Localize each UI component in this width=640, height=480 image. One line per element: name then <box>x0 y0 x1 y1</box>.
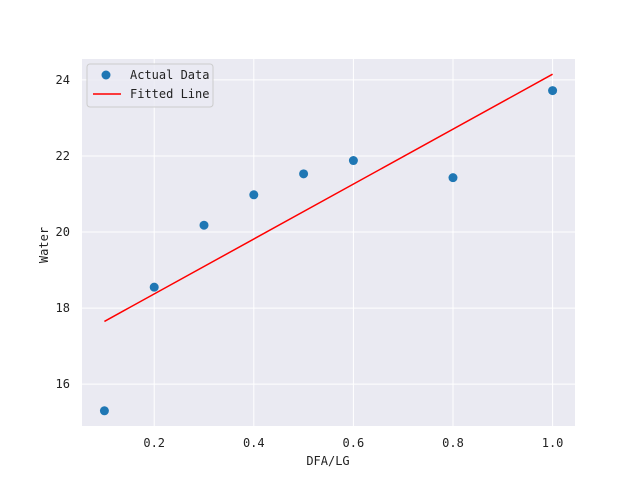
y-axis-label: Water <box>37 227 51 263</box>
y-tick-label: 18 <box>56 301 70 315</box>
legend: Actual Data Fitted Line <box>86 63 214 108</box>
scatter-points <box>99 86 558 416</box>
y-tick-labels: 16 18 20 22 24 <box>56 73 70 391</box>
data-point <box>99 406 109 416</box>
grid <box>82 59 575 426</box>
x-tick-label: 0.8 <box>442 436 464 450</box>
data-point <box>448 173 458 183</box>
x-tick-labels: 0.2 0.4 0.6 0.8 1.0 <box>143 436 563 450</box>
fitted-line-layer <box>104 73 553 323</box>
fitted-line <box>104 73 553 323</box>
x-tick-label: 0.6 <box>343 436 365 450</box>
x-tick-label: 1.0 <box>542 436 564 450</box>
y-tick-label: 22 <box>56 149 70 163</box>
data-point <box>199 220 209 230</box>
plot-background <box>82 59 575 426</box>
legend-box <box>86 63 214 108</box>
data-point <box>548 86 558 96</box>
legend-label-actual-data: Actual Data <box>130 68 209 82</box>
x-tick-label: 0.4 <box>243 436 265 450</box>
y-tick-label: 24 <box>56 73 70 87</box>
y-tick-label: 16 <box>56 377 70 391</box>
data-point <box>348 156 358 166</box>
data-point <box>149 282 159 292</box>
x-tick-label: 0.2 <box>143 436 165 450</box>
x-axis-label: DFA/LG <box>306 454 349 468</box>
data-point <box>299 169 309 179</box>
data-point <box>249 190 259 200</box>
legend-marker-actual-data <box>101 70 111 80</box>
y-tick-label: 20 <box>56 225 70 239</box>
legend-label-fitted-line: Fitted Line <box>130 87 209 101</box>
